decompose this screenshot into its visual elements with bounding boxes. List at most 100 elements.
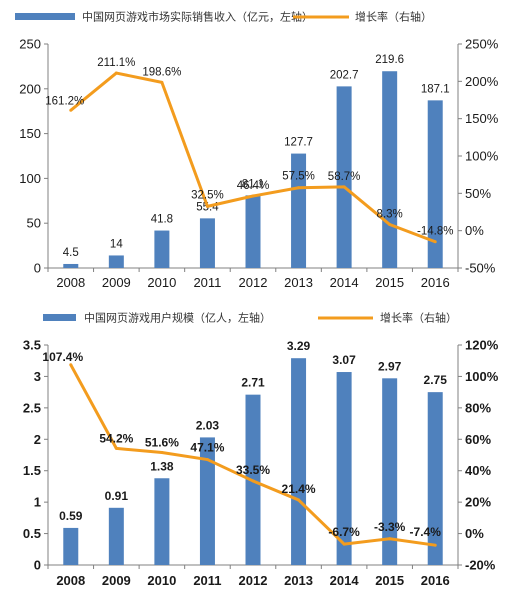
growth-rate-label: -3.3% (374, 520, 406, 534)
growth-rate-label: 8.3% (377, 208, 403, 220)
bar (154, 478, 170, 565)
bar-value-label: 187.1 (421, 83, 450, 95)
growth-rate-point (433, 543, 437, 547)
growth-rate-label: 51.6% (145, 435, 179, 449)
bar-value-label: 81.1 (242, 178, 264, 190)
left-tick-label: 3.5 (23, 338, 41, 353)
growth-rate-point (297, 498, 301, 502)
x-tick-label: 2009 (102, 275, 131, 290)
bar (245, 195, 261, 268)
x-tick-label: 2012 (239, 275, 268, 290)
growth-rate-point (251, 479, 255, 483)
growth-rate-point (160, 450, 164, 454)
left-tick-label: 0.5 (23, 526, 41, 541)
growth-rate-label: 47.1% (190, 441, 224, 455)
legend-bar-label: 中国网页游戏用户规模（亿人，左轴） (84, 311, 271, 325)
left-tick-label: 1.5 (23, 463, 41, 478)
growth-rate-label: 57.5% (282, 171, 315, 183)
right-tick-label: 0% (465, 526, 484, 541)
right-tick-label: 50% (465, 186, 491, 201)
bar (427, 100, 443, 268)
bar (63, 263, 79, 268)
growth-rate-point (251, 194, 255, 198)
x-tick-label: 2008 (56, 275, 85, 290)
growth-rate-label: -7.4% (410, 525, 442, 539)
left-tick-label: 2.5 (23, 400, 41, 415)
bar-value-label: 3.07 (332, 353, 356, 367)
right-tick-label: 60% (465, 432, 491, 447)
bar-value-label: 2.97 (378, 359, 402, 373)
right-tick-label: 150% (465, 111, 499, 126)
left-tick-label: 250 (19, 37, 41, 52)
right-tick-label: -50% (465, 261, 496, 276)
growth-rate-point (342, 542, 346, 546)
legend-bar-label: 中国网页游戏市场实际销售收入（亿元，左轴） (82, 10, 313, 24)
growth-rate-point (205, 204, 209, 208)
growth-rate-point (205, 458, 209, 462)
growth-rate-point (114, 71, 118, 75)
x-tick-label: 2011 (193, 275, 221, 290)
growth-rate-point (342, 185, 346, 189)
growth-rate-label: 33.5% (236, 463, 270, 477)
growth-rate-label: 54.2% (99, 431, 133, 445)
x-tick-label: 2015 (375, 573, 404, 588)
bar-value-label: 2.71 (241, 376, 265, 390)
bar-value-label: 1.38 (150, 459, 174, 473)
chart-1: 0 50 100 150 200 250 -50% 0% 50% 100% 150% 200% 250%… (15, 10, 499, 290)
legend-bar-swatch (15, 13, 75, 20)
growth-rate-point (388, 537, 392, 541)
right-tick-label: 120% (465, 338, 499, 353)
x-tick-label: 2009 (102, 573, 131, 588)
bar (382, 71, 398, 268)
bar (108, 255, 124, 268)
bar (291, 358, 307, 565)
right-tick-label: -20% (465, 558, 496, 573)
growth-rate-label: 161.2% (45, 95, 84, 107)
growth-rate-point (388, 222, 392, 226)
legend-line-label: 增长率（右轴） (355, 10, 432, 24)
x-tick-label: 2016 (421, 275, 450, 290)
bar (291, 153, 307, 268)
bar (154, 230, 170, 268)
chart-2: 0 0.5 1 1.5 2 2.5 3 3.5 -20% 0% 20% 40% 60% 80% 100% 12… (23, 311, 499, 589)
left-tick-label: 1 (34, 495, 41, 510)
bar-value-label: 0.59 (59, 509, 83, 523)
right-tick-label: 250% (465, 37, 499, 52)
x-tick-label: 2010 (147, 573, 176, 588)
left-tick-label: 100 (19, 171, 41, 186)
right-tick-label: 100% (465, 369, 499, 384)
x-tick-label: 2013 (284, 275, 313, 290)
x-tick-label: 2016 (421, 573, 450, 588)
bar-value-label: 2.75 (424, 373, 448, 387)
growth-rate-label: -6.7% (328, 525, 360, 539)
bar-value-label: 0.91 (105, 489, 129, 503)
bar (336, 372, 352, 565)
bar (382, 378, 398, 565)
left-tick-label: 3 (34, 369, 41, 384)
bar-value-label: 41.8 (151, 214, 173, 226)
growth-rate-point (69, 108, 73, 112)
bar-value-label: 4.5 (63, 247, 79, 259)
right-tick-label: 100% (465, 149, 499, 164)
growth-rate-label: 198.6% (142, 66, 181, 78)
growth-rate-point (297, 186, 301, 190)
growth-rate-label: 32.5% (191, 189, 224, 201)
right-tick-label: 20% (465, 495, 491, 510)
bar-value-label: 127.7 (284, 137, 313, 149)
left-tick-label: 0 (34, 558, 41, 573)
bar-value-label: 3.29 (287, 339, 311, 353)
growth-rate-point (433, 240, 437, 244)
x-tick-label: 2010 (147, 275, 176, 290)
right-tick-label: 0% (465, 223, 484, 238)
growth-rate-label: -14.8% (417, 226, 453, 238)
right-tick-label: 80% (465, 400, 491, 415)
growth-rate-label: 21.4% (282, 482, 316, 496)
bar (63, 527, 79, 565)
growth-rate-label: 107.4% (42, 350, 83, 364)
growth-rate-point (69, 363, 73, 367)
bar (108, 507, 124, 565)
x-tick-label: 2008 (56, 573, 85, 588)
growth-rate-point (114, 446, 118, 450)
x-tick-label: 2013 (284, 573, 313, 588)
